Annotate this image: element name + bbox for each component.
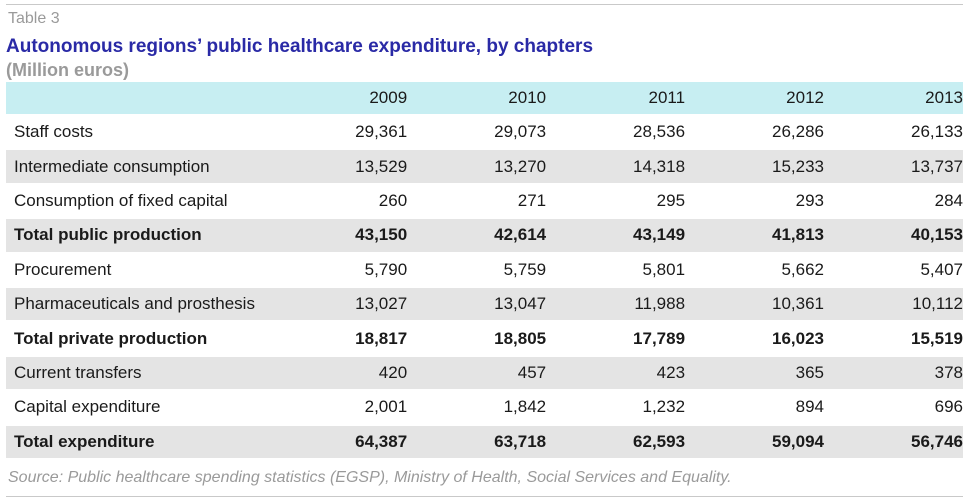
table-row: Capital expenditure 2,001 1,842 1,232 894 696 [6, 391, 963, 426]
value-cell: 64,387 [319, 426, 408, 460]
value-cell: 43,150 [319, 219, 408, 254]
value-cell: 423 [546, 357, 686, 392]
value-cell: 894 [685, 391, 824, 426]
value-cell: 2,001 [319, 391, 408, 426]
value-cell: 59,094 [685, 426, 824, 460]
expenditure-table: 2009 2010 2011 2012 2013 Staff costs 29,3… [6, 82, 963, 460]
value-cell: 5,407 [823, 254, 963, 288]
row-label: Total expenditure [6, 426, 320, 460]
header-row: 2009 2010 2011 2012 2013 [6, 82, 963, 116]
value-cell: 16,023 [685, 322, 824, 357]
row-label: Consumption of fixed capital [6, 185, 320, 220]
bottom-rule [6, 496, 963, 497]
row-label: Capital expenditure [6, 391, 320, 426]
header-year-2009: 2009 [319, 82, 408, 116]
row-label: Intermediate consumption [6, 150, 320, 185]
row-label: Procurement [6, 254, 320, 288]
value-cell: 271 [407, 185, 547, 220]
table-header: 2009 2010 2011 2012 2013 [6, 82, 963, 116]
header-year-2012: 2012 [685, 82, 824, 116]
row-label: Staff costs [6, 116, 320, 151]
header-label-cell [6, 82, 320, 116]
value-cell: 43,149 [546, 219, 686, 254]
value-cell: 13,529 [319, 150, 408, 185]
table-row: Total private production 18,817 18,805 17,7… [6, 322, 963, 357]
header-year-2010: 2010 [407, 82, 547, 116]
value-cell: 42,614 [407, 219, 547, 254]
value-cell: 365 [685, 357, 824, 392]
value-cell: 17,789 [546, 322, 686, 357]
value-cell: 15,233 [685, 150, 824, 185]
value-cell: 62,593 [546, 426, 686, 460]
table-subtitle: (Million euros) [6, 60, 129, 80]
value-cell: 18,805 [407, 322, 547, 357]
value-cell: 457 [407, 357, 547, 392]
value-cell: 260 [319, 185, 408, 220]
row-label: Total public production [6, 219, 320, 254]
table-row: Total expenditure 64,387 63,718 62,593 59,09… [6, 425, 963, 460]
source-note: Source: Public healthcare spending stati… [8, 469, 732, 486]
value-cell: 420 [319, 357, 408, 392]
table-body: Staff costs 29,361 29,073 28,536 26,286 26,13… [6, 116, 963, 460]
value-cell: 13,270 [407, 150, 547, 185]
table-row: Pharmaceuticals and prosthesis 13,027 13,0… [6, 287, 963, 323]
value-cell: 10,361 [685, 288, 824, 323]
value-cell: 18,817 [319, 322, 408, 357]
value-cell: 5,790 [319, 254, 408, 288]
value-cell: 29,073 [407, 116, 547, 151]
value-cell: 13,737 [823, 150, 963, 185]
value-cell: 5,801 [546, 254, 686, 288]
value-cell: 26,133 [823, 116, 963, 151]
value-cell: 11,988 [546, 288, 686, 323]
value-cell: 10,112 [823, 288, 963, 323]
row-label: Total private production [6, 322, 320, 357]
value-cell: 1,232 [546, 391, 686, 426]
value-cell: 63,718 [407, 426, 547, 460]
value-cell: 28,536 [546, 116, 686, 151]
value-cell: 696 [823, 391, 963, 426]
value-cell: 13,047 [407, 288, 547, 323]
table-title: Autonomous regions’ public healthcare ex… [6, 36, 594, 57]
table-row: Staff costs 29,361 29,073 28,536 26,286 26,13… [6, 116, 963, 151]
value-cell: 5,662 [685, 254, 824, 288]
value-cell: 41,813 [685, 219, 824, 254]
table-row: Consumption of fixed capital 260 271 295 293… [6, 185, 963, 220]
value-cell: 26,286 [685, 116, 824, 151]
value-cell: 378 [823, 357, 963, 392]
row-label: Current transfers [6, 357, 320, 392]
table-row: Current transfers 420 457 423 365 378 [6, 356, 963, 392]
table-row: Intermediate consumption 13,529 13,270 14,3… [6, 150, 963, 185]
table-row: Procurement 5,790 5,759 5,801 5,662 5,407 [6, 254, 963, 288]
header-year-2011: 2011 [546, 82, 686, 116]
value-cell: 40,153 [823, 219, 963, 254]
header-year-2013: 2013 [823, 82, 963, 116]
value-cell: 284 [823, 185, 963, 220]
value-cell: 56,746 [823, 426, 963, 460]
row-label: Pharmaceuticals and prosthesis [6, 288, 320, 323]
value-cell: 1,842 [407, 391, 547, 426]
value-cell: 295 [546, 185, 686, 220]
value-cell: 15,519 [823, 322, 963, 357]
value-cell: 29,361 [319, 116, 408, 151]
top-rule [6, 4, 963, 5]
value-cell: 13,027 [319, 288, 408, 323]
table-row: Total public production 43,150 42,614 43,14… [6, 219, 963, 254]
value-cell: 5,759 [407, 254, 547, 288]
value-cell: 14,318 [546, 150, 686, 185]
value-cell: 293 [685, 185, 824, 220]
table-number: Table 3 [8, 10, 60, 27]
